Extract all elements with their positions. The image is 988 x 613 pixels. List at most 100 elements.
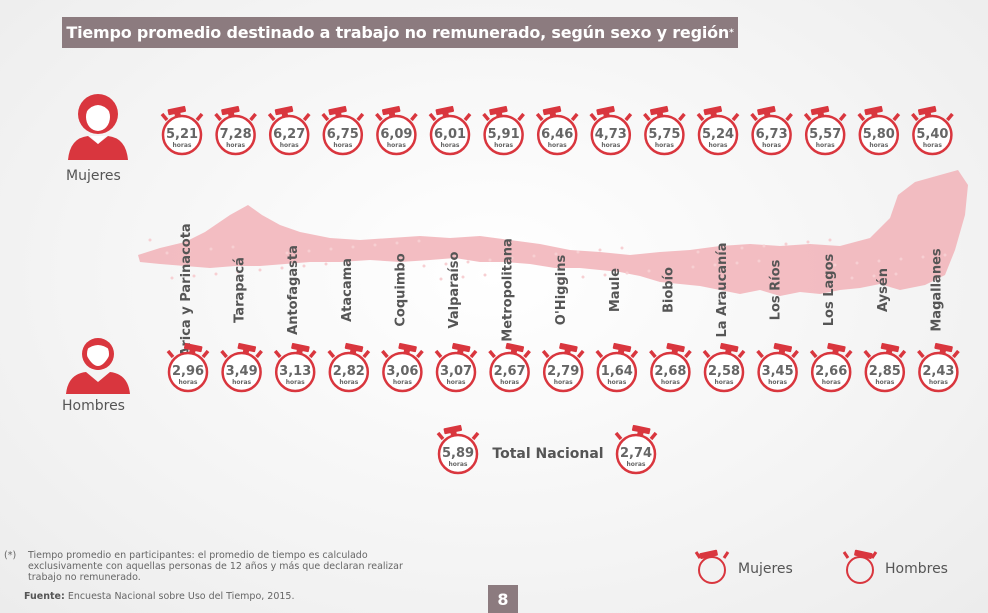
- stopwatch-unit: horas: [441, 142, 460, 149]
- stopwatch-value: 5,24: [702, 127, 734, 142]
- region-label: Maule: [608, 268, 623, 312]
- region-label: Los Lagos: [822, 253, 837, 326]
- stopwatch-value: 2,74: [620, 446, 652, 461]
- region-label: O'Higgins: [554, 255, 569, 326]
- stopwatch-value: 2,82: [333, 364, 365, 379]
- stopwatch-unit: horas: [875, 379, 894, 386]
- stopwatch-unit: horas: [816, 142, 835, 149]
- stopwatch-unit: horas: [179, 379, 198, 386]
- region-label: Coquimbo: [393, 253, 408, 326]
- stopwatch-value: 3,06: [386, 364, 418, 379]
- stopwatch-unit: horas: [226, 142, 245, 149]
- stopwatch-unit: horas: [447, 379, 466, 386]
- stopwatch-value: 3,45: [762, 364, 794, 379]
- stopwatch-unit: horas: [286, 379, 305, 386]
- stopwatch-unit: horas: [661, 379, 680, 386]
- women-label: Mujeres: [66, 168, 121, 184]
- stopwatch-value: 3,13: [279, 364, 311, 379]
- legend-men-label: Hombres: [885, 561, 948, 577]
- stopwatch-value: 7,28: [220, 127, 252, 142]
- stopwatch-value: 5,75: [648, 127, 680, 142]
- stopwatch-unit: horas: [923, 142, 942, 149]
- stopwatch-unit: horas: [715, 379, 734, 386]
- stopwatch-value: 2,68: [654, 364, 686, 379]
- woman-icon: [68, 94, 128, 160]
- stopwatch-unit: horas: [627, 461, 646, 468]
- stopwatch-unit: horas: [709, 142, 728, 149]
- legend-women-label: Mujeres: [738, 561, 793, 577]
- stopwatch-unit: horas: [554, 379, 573, 386]
- stopwatch-value: 1,64: [601, 364, 633, 379]
- stopwatch-unit: horas: [494, 142, 513, 149]
- region-label: Aysén: [876, 268, 891, 312]
- stopwatch-unit: horas: [393, 379, 412, 386]
- region-label: Antofagasta: [286, 245, 301, 335]
- stopwatch-value: 6,73: [756, 127, 788, 142]
- stopwatch-unit: horas: [869, 142, 888, 149]
- stopwatch-value: 2,79: [547, 364, 579, 379]
- stopwatch-value: 6,27: [273, 127, 305, 142]
- region-label: Magallanes: [929, 248, 944, 332]
- stopwatch-unit: horas: [762, 142, 781, 149]
- men-label: Hombres: [62, 398, 125, 414]
- stopwatch-value: 5,89: [442, 446, 474, 461]
- stopwatch-unit: horas: [339, 379, 358, 386]
- stopwatch-unit: horas: [449, 461, 468, 468]
- chart-title-text: Tiempo promedio destinado a trabajo no r…: [66, 23, 730, 42]
- region-label: Arica y Parinacota: [179, 223, 194, 356]
- women-values-row: 5,21horas7,28horas6,27horas6,75horas6,09…: [160, 105, 954, 156]
- stopwatch-value: 2,96: [172, 364, 204, 379]
- stopwatch-value: 2,66: [815, 364, 847, 379]
- stopwatch-value: 4,73: [595, 127, 627, 142]
- stopwatch-value: 5,40: [916, 127, 948, 142]
- page-number: 8: [488, 585, 518, 613]
- stopwatch-value: 6,01: [434, 127, 466, 142]
- region-label: Metropolitana: [501, 238, 516, 341]
- stopwatch-unit: horas: [280, 142, 299, 149]
- stopwatch-value: 5,80: [863, 127, 895, 142]
- source-text: Encuesta Nacional sobre Uso del Tiempo, …: [67, 591, 295, 602]
- chart-title: Tiempo promedio destinado a trabajo no r…: [62, 17, 738, 48]
- stopwatch-value: 2,58: [708, 364, 740, 379]
- stopwatch-value: 5,21: [166, 127, 198, 142]
- stopwatch-unit: horas: [500, 379, 519, 386]
- stopwatch-unit: horas: [232, 379, 251, 386]
- total-label: Total Nacional: [492, 446, 603, 462]
- footnote-text: Tiempo promedio en participantes: el pro…: [28, 550, 403, 583]
- stopwatch-unit: horas: [387, 142, 406, 149]
- legend-women-icon: [694, 549, 730, 584]
- stopwatch-value: 5,91: [488, 127, 520, 142]
- stopwatch-value: 6,75: [327, 127, 359, 142]
- stopwatch-value: 2,67: [494, 364, 526, 379]
- stopwatch-unit: horas: [173, 142, 192, 149]
- stopwatch-value: 2,85: [869, 364, 901, 379]
- stopwatch-unit: horas: [822, 379, 841, 386]
- stopwatch-value: 5,57: [809, 127, 841, 142]
- stopwatch-unit: horas: [768, 379, 787, 386]
- region-label: La Araucanía: [715, 242, 730, 337]
